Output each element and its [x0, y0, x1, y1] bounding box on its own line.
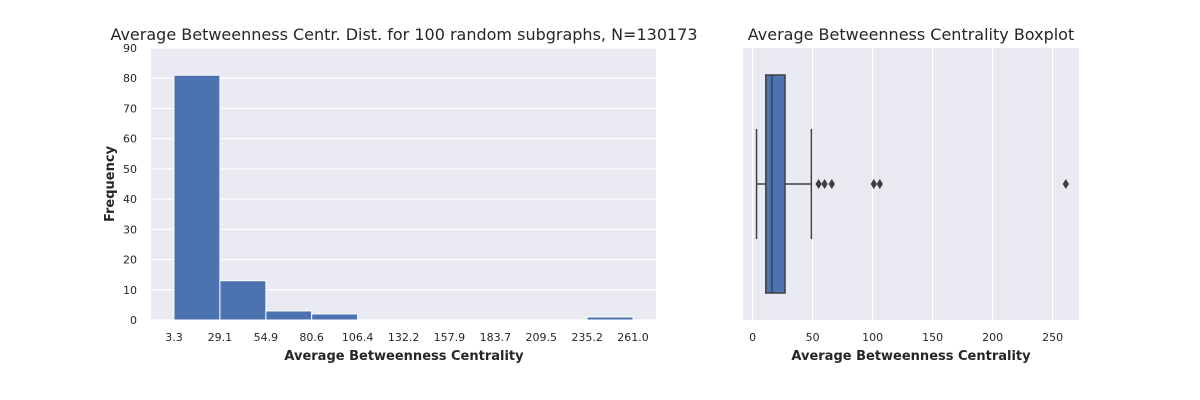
histogram-x-tick-label: 183.7 — [480, 331, 512, 344]
boxplot-chart: 0 50 100 150 200 250 Average Betweenness Cent… — [743, 25, 1079, 364]
histogram-y-tick-label: 80 — [123, 72, 137, 85]
histogram-chart: 0 10 20 30 40 50 60 70 80 90 3.3 29.1 54.9 80.6 106.4… — [103, 25, 698, 364]
histogram-y-tick-label: 20 — [123, 254, 137, 267]
histogram-bar — [219, 280, 267, 321]
histogram-y-tick-label: 60 — [123, 133, 137, 146]
histogram-x-tick-label: 209.5 — [526, 331, 558, 344]
boxplot-x-axis-label: Average Betweenness Centrality — [791, 349, 1031, 364]
boxplot-outlier-marker — [1062, 179, 1069, 189]
boxplot-outlier-marker — [876, 179, 883, 189]
boxplot-title: Average Betweenness Centrality Boxplot — [748, 25, 1074, 44]
boxplot-x-tick-label: 100 — [862, 331, 883, 344]
boxplot-box — [765, 74, 786, 294]
histogram-title: Average Betweenness Centr. Dist. for 100… — [110, 25, 697, 44]
histogram-x-tick-label: 157.9 — [434, 331, 466, 344]
histogram-bar — [311, 313, 359, 321]
histogram-x-axis-label: Average Betweenness Centrality — [284, 349, 524, 364]
histogram-bar — [173, 74, 221, 321]
histogram-y-tick-label: 30 — [123, 223, 137, 236]
boxplot-x-tick-label: 150 — [922, 331, 943, 344]
histogram-x-tick-labels: 3.3 29.1 54.9 80.6 106.4 132.2 157.9 183.7 209.5… — [165, 331, 649, 344]
histogram-y-tick-label: 90 — [123, 42, 137, 55]
histogram-x-tick-label: 29.1 — [208, 331, 233, 344]
boxplot-x-tick-label: 200 — [982, 331, 1003, 344]
histogram-x-tick-label: 261.0 — [617, 331, 649, 344]
histogram-y-tick-label: 0 — [130, 314, 137, 327]
boxplot-x-tick-label: 250 — [1042, 331, 1063, 344]
histogram-x-tick-label: 132.2 — [388, 331, 420, 344]
boxplot-x-tick-labels: 0 50 100 150 200 250 — [749, 331, 1063, 344]
histogram-x-tick-label: 54.9 — [254, 331, 279, 344]
histogram-y-axis-label: Frequency — [103, 145, 118, 222]
histogram-bar — [265, 310, 313, 321]
histogram-y-tick-label: 50 — [123, 163, 137, 176]
histogram-bar — [586, 316, 634, 321]
histogram-plot-area — [151, 48, 656, 320]
histogram-y-tick-label: 40 — [123, 193, 137, 206]
boxplot-outlier-marker — [870, 179, 877, 189]
histogram-y-tick-labels: 0 10 20 30 40 50 60 70 80 90 — [123, 42, 137, 327]
histogram-y-tick-label: 10 — [123, 284, 137, 297]
histogram-x-tick-label: 80.6 — [299, 331, 324, 344]
histogram-x-tick-label: 106.4 — [342, 331, 374, 344]
boxplot-outlier-marker — [821, 179, 828, 189]
histogram-x-tick-label: 235.2 — [571, 331, 603, 344]
histogram-x-tick-label: 3.3 — [165, 331, 183, 344]
histogram-bars — [173, 74, 634, 321]
boxplot-elements — [755, 74, 1069, 294]
histogram-y-tick-label: 70 — [123, 102, 137, 115]
boxplot-outlier-marker — [815, 179, 822, 189]
boxplot-outlier-marker — [828, 179, 835, 189]
boxplot-gridlines — [751, 48, 1054, 320]
boxplot-x-tick-label: 50 — [806, 331, 820, 344]
boxplot-x-tick-label: 0 — [749, 331, 756, 344]
